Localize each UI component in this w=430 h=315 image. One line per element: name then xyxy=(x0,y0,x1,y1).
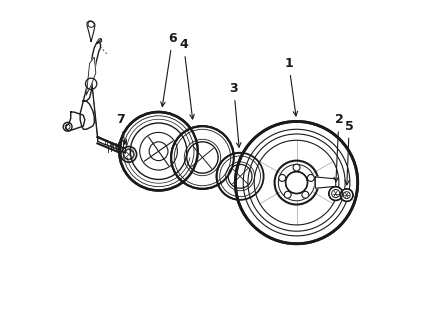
Circle shape xyxy=(293,164,300,171)
Circle shape xyxy=(307,175,314,181)
Circle shape xyxy=(120,112,198,191)
Circle shape xyxy=(217,153,264,200)
Circle shape xyxy=(286,172,307,193)
Polygon shape xyxy=(80,101,94,129)
Polygon shape xyxy=(98,136,126,153)
Text: 1: 1 xyxy=(284,57,298,116)
Polygon shape xyxy=(83,42,101,101)
Polygon shape xyxy=(315,177,336,188)
Circle shape xyxy=(329,187,343,200)
Text: 7: 7 xyxy=(117,113,126,144)
Text: 3: 3 xyxy=(230,82,241,147)
Text: 5: 5 xyxy=(345,120,353,185)
Polygon shape xyxy=(86,57,96,95)
Circle shape xyxy=(302,191,309,198)
Text: 6: 6 xyxy=(161,32,177,106)
Circle shape xyxy=(171,126,234,189)
Polygon shape xyxy=(87,21,95,42)
Text: 2: 2 xyxy=(334,113,343,182)
Polygon shape xyxy=(66,112,85,131)
Circle shape xyxy=(341,189,353,201)
Text: 4: 4 xyxy=(179,38,194,119)
Polygon shape xyxy=(98,39,101,43)
Circle shape xyxy=(235,122,358,244)
Circle shape xyxy=(284,191,291,198)
Circle shape xyxy=(279,175,286,181)
